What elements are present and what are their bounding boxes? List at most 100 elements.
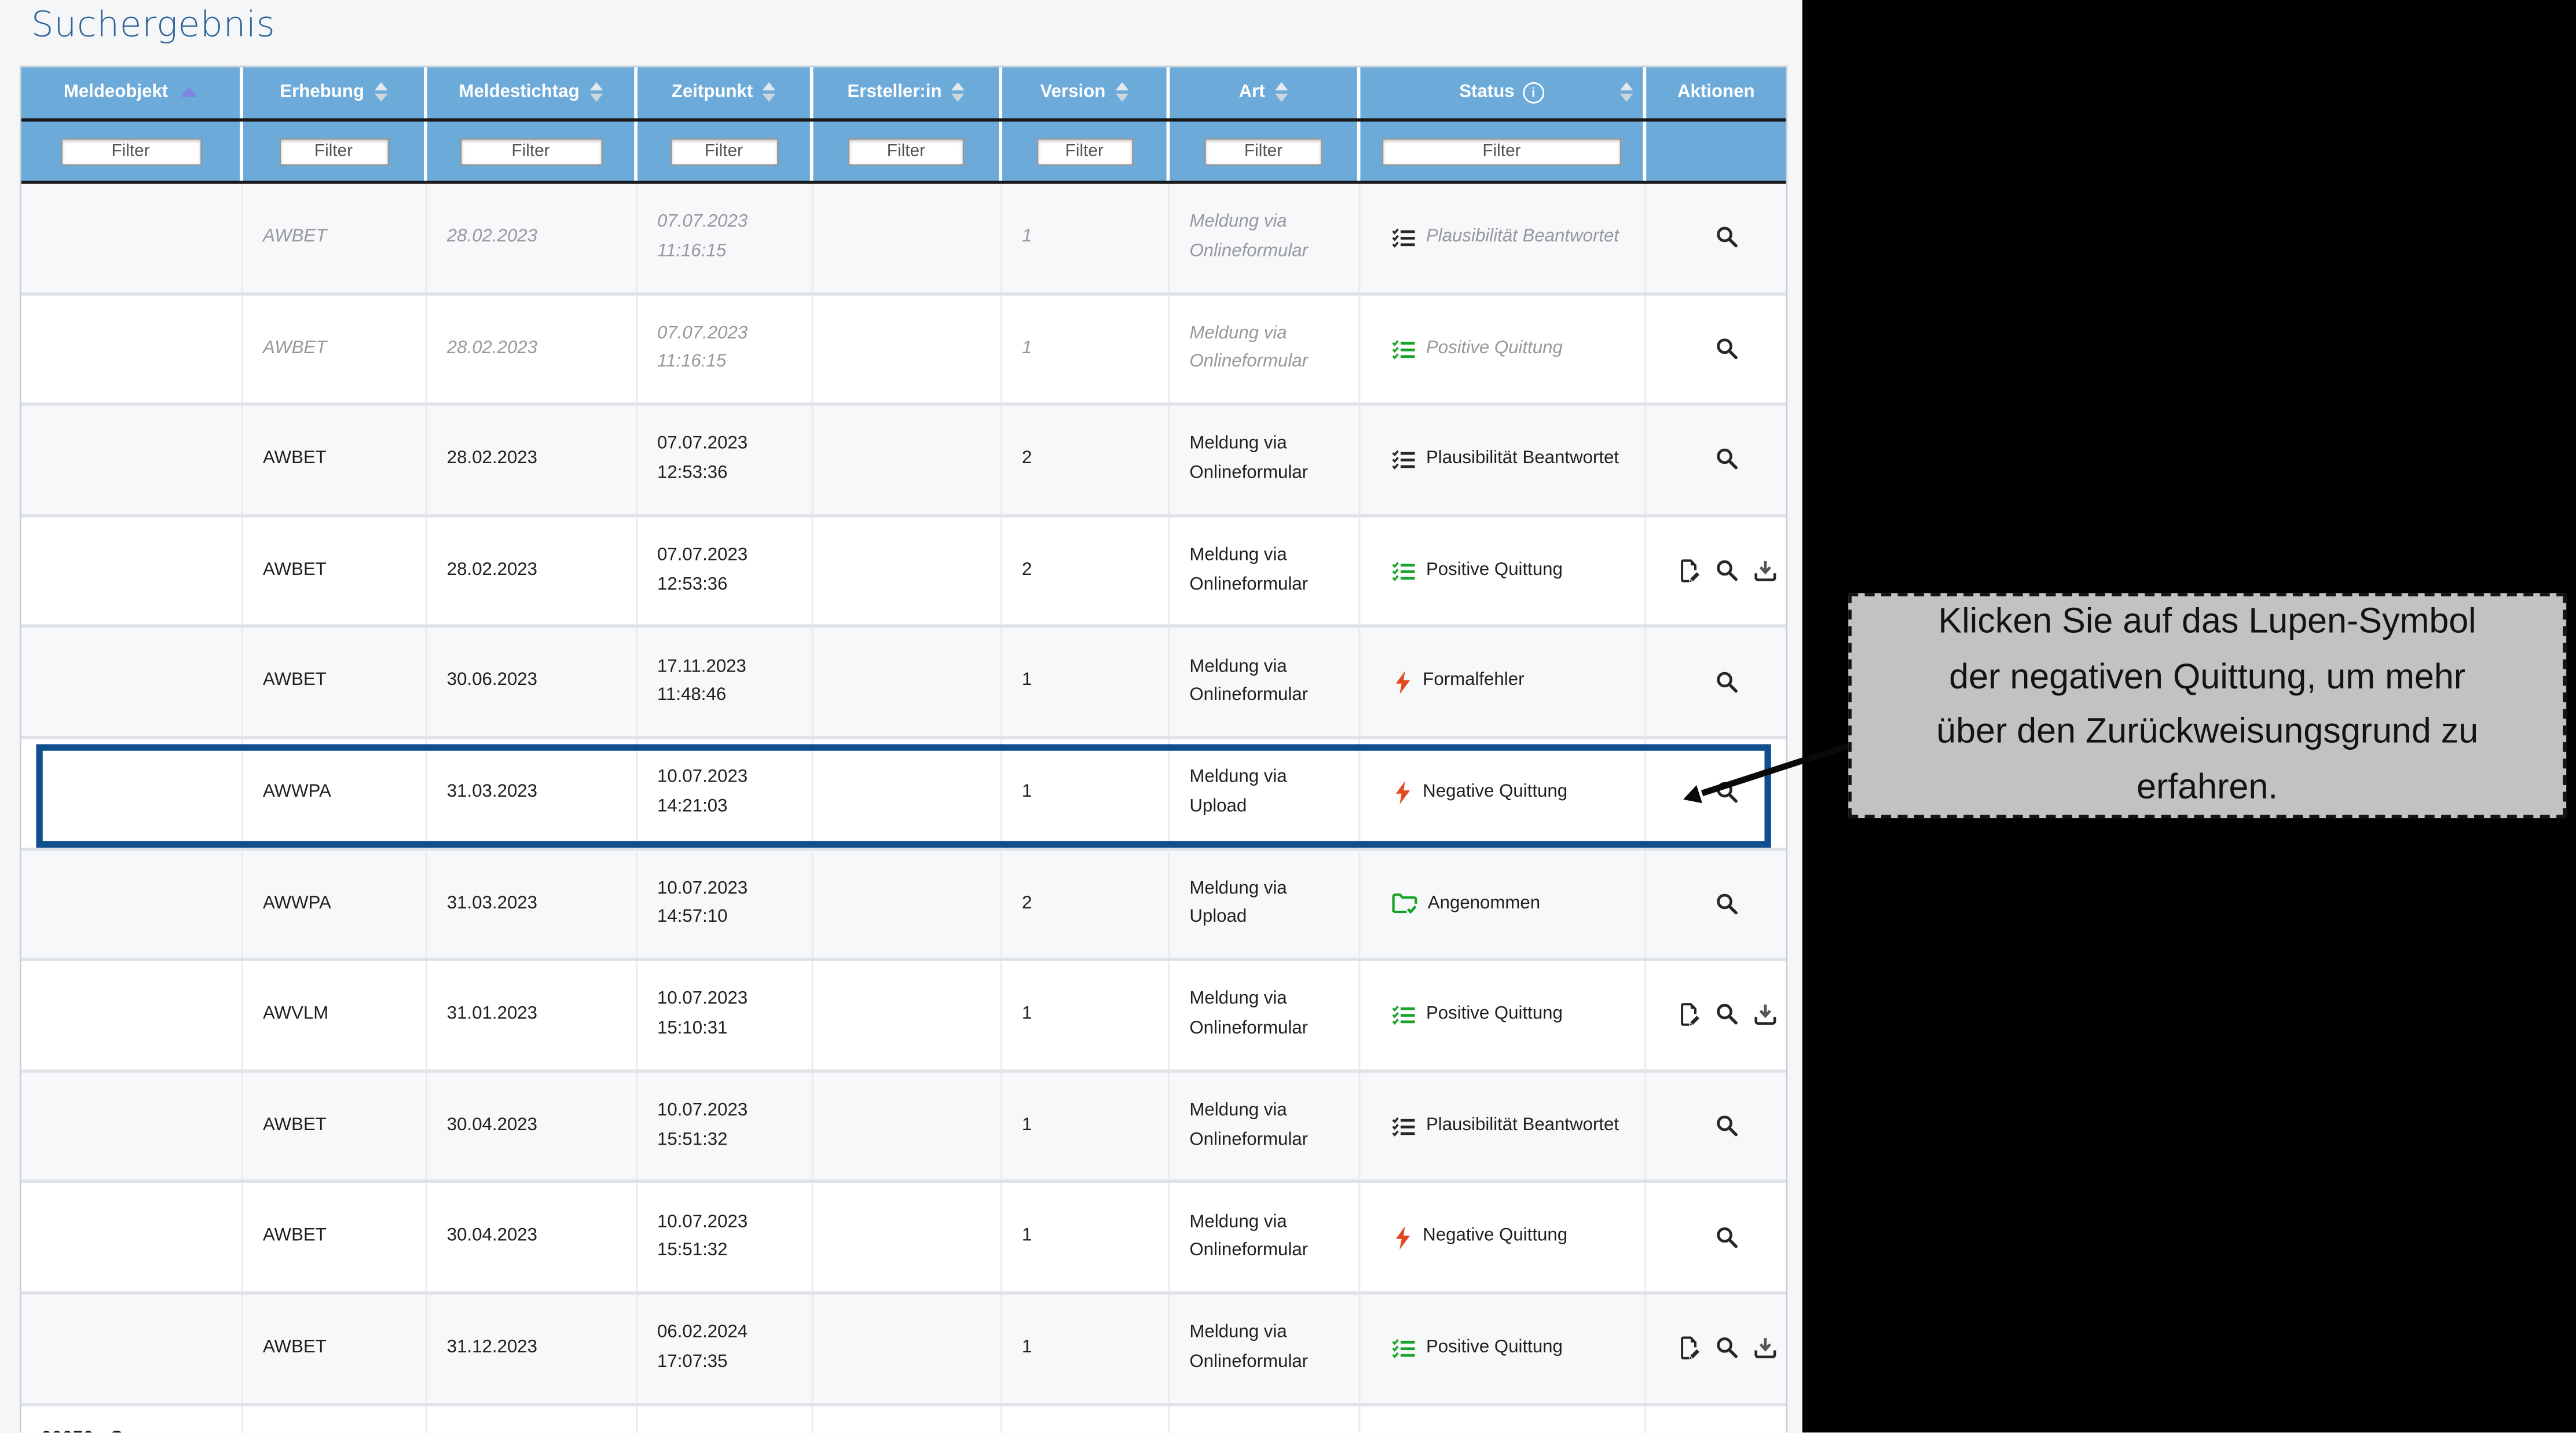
cell-art: Meldung via Onlineformular [1170, 961, 1361, 1069]
cell-zeitpunkt: 10.07.2023 15:51:32 [637, 1072, 814, 1181]
cell-meldestichtag: 30.04.2023 [427, 1072, 637, 1181]
column-label: Art [1238, 82, 1265, 102]
cell-version: 2 [1002, 406, 1170, 514]
cell-ersteller [814, 1294, 1002, 1402]
cell-status: Negative Quittung [1360, 1183, 1647, 1292]
column-label: Meldestichtag [459, 82, 580, 102]
column-header-meldeobjekt[interactable]: Meldeobjekt [21, 66, 243, 119]
cell-meldeobjekt [21, 961, 243, 1069]
search-action-button[interactable] [1715, 448, 1740, 472]
cell-zeitpunkt: 07.07.2023 12:53:36 [637, 517, 814, 625]
cell-status: Negative Quittung [1360, 739, 1647, 847]
cell-art: Meldung via Onlineformular [1170, 406, 1361, 514]
filter-input-art[interactable] [1204, 137, 1323, 166]
cell [1170, 1405, 1361, 1433]
column-header-meldestichtag[interactable]: Meldestichtag [427, 66, 637, 119]
cell-art: Meldung via Onlineformular [1170, 1294, 1361, 1402]
cell-status: Formalfehler [1360, 628, 1647, 736]
status-label: Negative Quittung [1423, 1226, 1568, 1246]
filter-row [21, 121, 1786, 184]
download-action-button[interactable] [1753, 1336, 1778, 1361]
cell-erhebung: AWWPA [243, 739, 427, 847]
cell [637, 1405, 814, 1433]
cell-aktionen [1646, 739, 1786, 847]
cell-version: 2 [1002, 850, 1170, 958]
cell-meldeobjekt [21, 628, 243, 736]
lightning-icon [1391, 1225, 1413, 1250]
filter-input-zeitpunkt[interactable] [669, 137, 778, 166]
cell-erhebung: AWBET [243, 628, 427, 736]
cell-version: 2 [1002, 517, 1170, 625]
filter-input-erhebung[interactable] [278, 137, 389, 166]
list-check-dark-icon [1391, 1116, 1416, 1137]
cell-ersteller [814, 517, 1002, 625]
cell-meldeobjekt [21, 850, 243, 958]
cell-ersteller [814, 739, 1002, 847]
search-action-button[interactable] [1715, 781, 1740, 806]
search-action-button[interactable] [1715, 559, 1740, 584]
search-action-button[interactable] [1715, 1003, 1740, 1028]
column-header-version[interactable]: Version [1002, 66, 1170, 119]
cell-ersteller [814, 406, 1002, 514]
column-header-zeitpunkt[interactable]: Zeitpunkt [637, 66, 814, 119]
filter-input-status[interactable] [1382, 137, 1622, 166]
cell-meldestichtag: 28.02.2023 [427, 406, 637, 514]
cell-version: 1 [1002, 628, 1170, 736]
download-action-button[interactable] [1753, 1003, 1778, 1028]
cell-aktionen [1646, 184, 1786, 292]
cell-status: Positive Quittung [1360, 1294, 1647, 1402]
sort-arrows-icon [374, 82, 387, 102]
table-row: AWBET 30.06.2023 17.11.2023 11:48:46 1 Meldun… [21, 628, 1786, 739]
cell [1002, 1405, 1170, 1433]
search-action-button[interactable] [1715, 670, 1740, 695]
filter-input-meldeobjekt[interactable] [60, 137, 201, 166]
edit-action-button[interactable] [1677, 1003, 1702, 1028]
info-icon[interactable]: i [1522, 82, 1544, 104]
column-header-art[interactable]: Art [1170, 66, 1361, 119]
cell-ersteller [814, 184, 1002, 292]
table-body: AWBET 28.02.2023 07.07.2023 11:16:15 1 Meldun… [21, 184, 1786, 1433]
table-row: AWBET 28.02.2023 07.07.2023 12:53:36 2 Meldun… [21, 406, 1786, 518]
search-action-button[interactable] [1715, 1114, 1740, 1139]
search-action-button[interactable] [1715, 1336, 1740, 1361]
cell-version: 1 [1002, 295, 1170, 403]
list-check-green-icon [1391, 1337, 1416, 1359]
cell-aktionen [1646, 406, 1786, 514]
column-header-erstellerin[interactable]: Ersteller:in [814, 66, 1002, 119]
cell [814, 1405, 1002, 1433]
table-row: AWVLM 31.01.2023 10.07.2023 15:10:31 1 Meldun… [21, 961, 1786, 1073]
filter-cell [243, 121, 427, 181]
search-action-button[interactable] [1715, 892, 1740, 917]
edit-action-button[interactable] [1677, 559, 1702, 584]
cell [243, 1405, 427, 1433]
search-action-button[interactable] [1715, 226, 1740, 251]
filter-input-version[interactable] [1036, 137, 1133, 166]
column-label: Status [1459, 82, 1515, 102]
cell-version: 1 [1002, 961, 1170, 1069]
cell-aktionen [1646, 1295, 1786, 1402]
cell-aktionen [1646, 628, 1786, 736]
folder-check-icon [1391, 893, 1417, 916]
filter-cell [637, 121, 814, 181]
status-label: Positive Quittung [1426, 560, 1563, 580]
cell-zeitpunkt: 17.11.2023 11:48:46 [637, 628, 814, 736]
search-action-button[interactable] [1715, 336, 1740, 361]
list-check-green-icon [1391, 338, 1416, 360]
search-action-button[interactable] [1715, 1225, 1740, 1250]
column-header-erhebung[interactable]: Erhebung [243, 66, 427, 119]
table-row: AWBET 30.04.2023 10.07.2023 15:51:32 1 Meldun… [21, 1072, 1786, 1183]
header-row: Meldeobjekt Erhebung Meldestichtag Zeitpunk… [21, 66, 1786, 122]
download-action-button[interactable] [1753, 559, 1778, 584]
cell-art: Meldung via Onlineformular [1170, 1072, 1361, 1181]
filter-cell [1002, 121, 1170, 181]
filter-input-erstellerin[interactable] [848, 137, 965, 166]
cell-meldestichtag: 31.03.2023 [427, 850, 637, 958]
status-label: Negative Quittung [1423, 782, 1568, 802]
edit-action-button[interactable] [1677, 1336, 1702, 1361]
cell-aktionen [1646, 517, 1786, 625]
column-header-status[interactable]: Status i [1360, 66, 1647, 119]
filter-input-meldestichtag[interactable] [459, 137, 602, 166]
cell-version: 1 [1002, 1072, 1170, 1181]
table-row: AWBET 28.02.2023 07.07.2023 11:16:15 1 Meldun… [21, 295, 1786, 406]
